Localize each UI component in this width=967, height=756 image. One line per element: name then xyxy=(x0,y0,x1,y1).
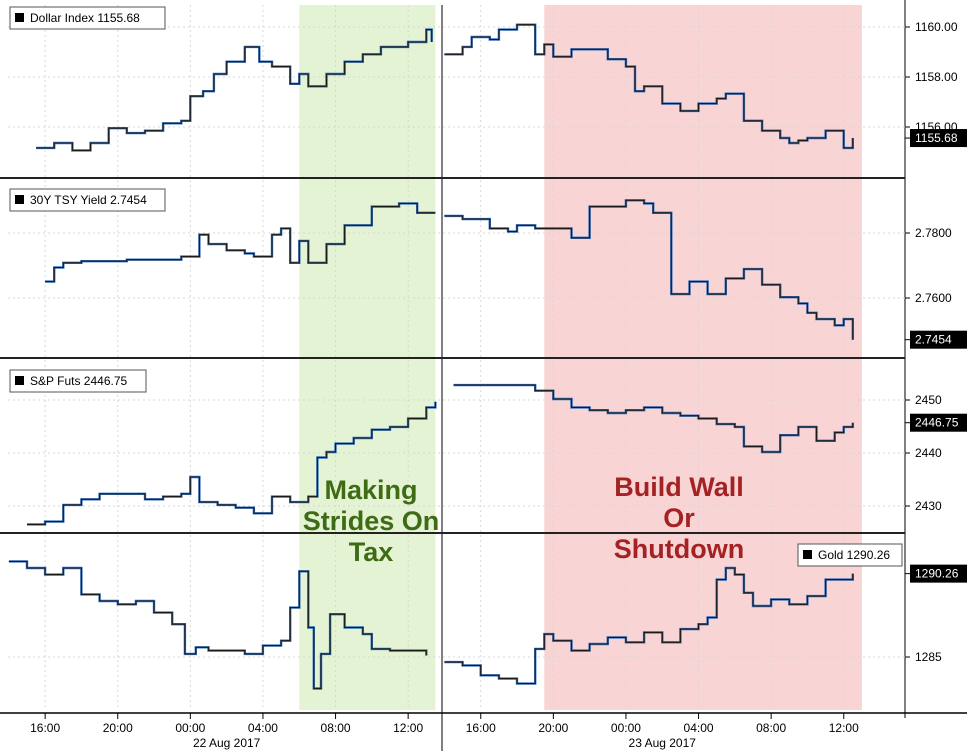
y-tick-label: 2450 xyxy=(915,393,942,407)
legend-swatch xyxy=(15,13,24,22)
series-line xyxy=(444,24,854,149)
annotation-text: Build Wall xyxy=(614,472,744,502)
x-tick-label: 12:00 xyxy=(393,721,423,735)
x-tick-label: 08:00 xyxy=(321,721,351,735)
legend-label: 30Y TSY Yield 2.7454 xyxy=(30,193,147,207)
x-date-label: 22 Aug 2017 xyxy=(193,736,261,750)
y-tick-label: 2440 xyxy=(915,446,942,460)
legend-box xyxy=(9,369,147,393)
series-line xyxy=(8,560,427,690)
series-line xyxy=(444,567,854,685)
annotation-text: Tax xyxy=(349,537,394,567)
series-line xyxy=(453,384,854,453)
x-tick-label: 04:00 xyxy=(248,721,278,735)
annotation-text: Shutdown xyxy=(614,534,744,564)
y-tick-label: 1160.00 xyxy=(915,20,958,34)
x-tick-label: 20:00 xyxy=(103,721,133,735)
last-value-box xyxy=(910,413,967,432)
legend-swatch xyxy=(803,550,812,559)
legend-label: Dollar Index 1155.68 xyxy=(30,11,140,25)
legend-swatch xyxy=(15,195,24,204)
last-value-label: 2446.75 xyxy=(915,416,959,430)
annotation-text: Strides On xyxy=(303,506,440,536)
legend-swatch xyxy=(15,376,24,385)
x-tick-label: 12:00 xyxy=(829,721,859,735)
x-tick-label: 16:00 xyxy=(466,721,496,735)
series-line xyxy=(444,199,854,340)
last-value-label: 1155.68 xyxy=(915,131,958,145)
x-tick-label: 08:00 xyxy=(756,721,786,735)
panel-2: 2.7800 2.7600 2.7454 30Y TSY Yield 2.7454 xyxy=(0,177,967,349)
panel-4: 1285 1290.26 Gold 1290.26 xyxy=(0,532,967,690)
y-tick-label: 2.7600 xyxy=(915,291,952,305)
last-value-box xyxy=(910,564,967,583)
legend-label: Gold 1290.26 xyxy=(818,548,890,562)
annotation-text: Making xyxy=(324,475,417,505)
x-tick-label: 16:00 xyxy=(30,721,60,735)
legend-box xyxy=(9,6,166,30)
y-tick-label: 2430 xyxy=(915,499,942,513)
legend-box xyxy=(797,543,903,567)
x-date-label: 23 Aug 2017 xyxy=(629,736,697,750)
x-tick-label: 04:00 xyxy=(684,721,714,735)
x-tick-label: 20:00 xyxy=(538,721,568,735)
panel-3: 2450 2440 2430 2446.75 S&P Futs 2446.75 xyxy=(0,357,967,526)
last-value-box xyxy=(910,129,967,148)
last-value-label: 1290.26 xyxy=(915,567,959,581)
x-tick-label: 00:00 xyxy=(175,721,205,735)
y-tick-label: 1158.00 xyxy=(915,70,958,84)
annotation-text: Or xyxy=(663,503,695,533)
x-tick-label: 00:00 xyxy=(611,721,641,735)
last-value-label: 2.7454 xyxy=(915,333,952,347)
legend-label: S&P Futs 2446.75 xyxy=(30,374,128,388)
y-tick-label: 1285 xyxy=(915,650,942,664)
y-tick-label: 2.7800 xyxy=(915,226,952,240)
legend-box xyxy=(9,188,166,212)
series-line xyxy=(27,401,436,525)
last-value-box xyxy=(910,330,967,349)
series-line xyxy=(36,29,433,151)
series-line xyxy=(45,202,436,283)
